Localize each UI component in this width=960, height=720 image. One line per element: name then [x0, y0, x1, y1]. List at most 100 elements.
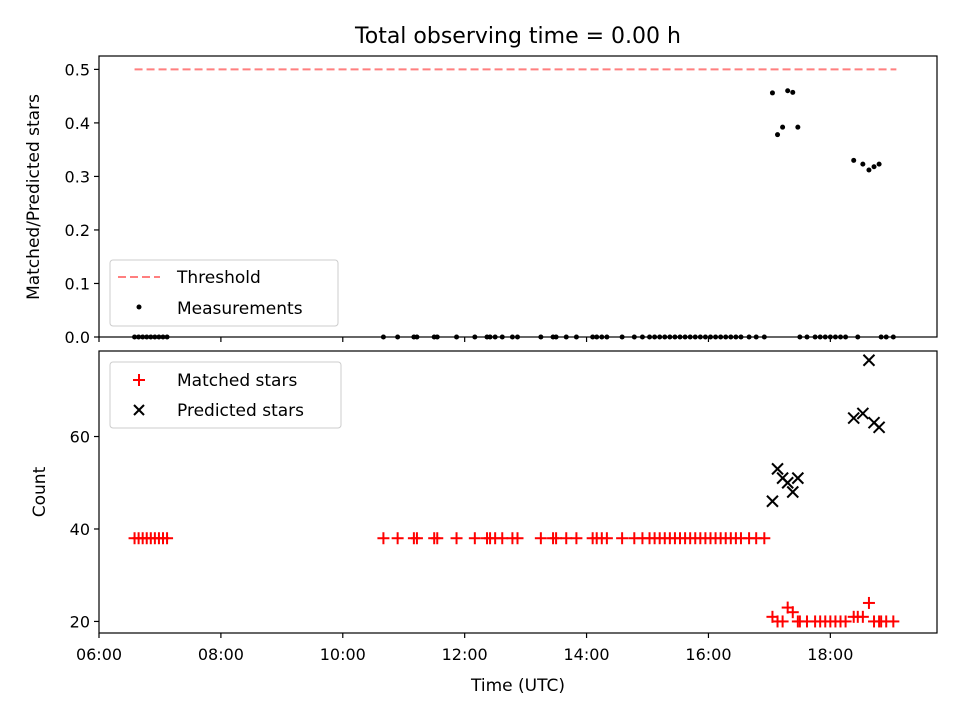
measurement-point [647, 334, 653, 340]
measurement-point [713, 334, 719, 340]
legend-matched-swatch [133, 374, 145, 386]
matched-star-point [786, 606, 799, 619]
measurement-point [380, 334, 386, 340]
measurement-point [514, 334, 520, 340]
measurement-point [702, 334, 708, 340]
matched-star-point [862, 596, 875, 609]
top-y-tick-label: 0.3 [65, 167, 90, 186]
measurement-point [454, 334, 460, 340]
measurement-point [140, 334, 146, 340]
matched-star-point [758, 532, 771, 545]
predicted-star-point [766, 495, 779, 508]
bottom-x-ticks: 06:00 08:00 10:00 12:00 14:00 16:00 18:00 [76, 633, 853, 664]
predicted-star-point [856, 407, 870, 420]
measurement-point [851, 157, 857, 163]
measurement-point [472, 334, 478, 340]
measurement-point [785, 88, 791, 94]
measurement-point [160, 334, 166, 340]
matched-star-point [839, 615, 852, 628]
bottom-y-axis-label: Count [30, 466, 50, 517]
measurement-point [667, 334, 673, 340]
measurement-point [723, 334, 729, 340]
top-marks [132, 68, 897, 340]
matched-star-point [410, 532, 423, 545]
bottom-legend: Matched stars Predicted stars [109, 361, 342, 429]
legend-predicted-swatch [133, 404, 145, 416]
top-x-ticks [98, 337, 831, 342]
measurement-point [164, 334, 170, 340]
bottom-plot: 06:00 08:00 10:00 12:00 14:00 16:00 18:00 20 40… [30, 350, 938, 696]
x-tick-label: 14:00 [564, 645, 610, 664]
measurement-point [855, 334, 861, 340]
bottom-marks [128, 354, 900, 628]
measurement-point [738, 334, 744, 340]
matched-star-point [511, 532, 524, 545]
measurement-point [156, 334, 162, 340]
matched-star-point [496, 532, 509, 545]
top-y-tick-label: 0.5 [65, 60, 90, 79]
measurement-point [878, 334, 884, 340]
measurement-point [860, 161, 866, 167]
predicted-star-point [771, 462, 784, 476]
matched-star-point [377, 532, 390, 545]
measurement-point [414, 334, 420, 340]
top-legend-box [109, 259, 339, 327]
measurement-point [775, 132, 781, 138]
measurement-point [827, 334, 833, 340]
measurement-point [838, 334, 844, 340]
legend-measurements-label: Measurements [177, 299, 303, 319]
measurement-point [761, 334, 767, 340]
measurement-point [832, 334, 838, 340]
matched-star-point [776, 615, 789, 628]
x-tick-label: 06:00 [76, 645, 122, 664]
predicted-star-point [872, 421, 886, 434]
predicted-star-point [862, 354, 876, 367]
top-y-tick-label: 0.4 [65, 114, 90, 133]
measurement-point [769, 90, 775, 96]
chart-title: Total observing time = 0.00 h [354, 24, 681, 49]
measurement-point [718, 334, 724, 340]
measurement-point [687, 334, 693, 340]
top-y-tick-label: 0.1 [65, 274, 90, 293]
matched-star-point [560, 532, 573, 545]
measurement-point [797, 334, 803, 340]
measurement-point [883, 334, 889, 340]
matched-star-point [856, 610, 869, 623]
measurement-point [707, 334, 713, 340]
measurement-point [780, 124, 786, 130]
measurement-point [553, 334, 559, 340]
bottom-y-tick-label: 60 [70, 428, 90, 447]
matched-star-point [450, 532, 463, 545]
matched-star-point [431, 532, 444, 545]
measurement-point [152, 334, 158, 340]
measurement-point [790, 89, 796, 95]
measurement-point [817, 334, 823, 340]
bottom-y-ticks: 20 40 60 [70, 428, 99, 631]
measurement-point [563, 334, 569, 340]
matched-star-point [161, 532, 174, 545]
measurement-point [631, 334, 637, 340]
top-legend: Threshold Measurements [109, 259, 339, 327]
measurement-point [395, 334, 401, 340]
top-y-tick-label: 0.2 [65, 221, 90, 240]
measurement-point [599, 334, 605, 340]
measurement-point [822, 334, 828, 340]
measurement-point [619, 334, 625, 340]
measurement-point [843, 334, 849, 340]
bottom-legend-box [109, 361, 342, 429]
measurement-point [753, 334, 759, 340]
measurement-point [652, 334, 658, 340]
legend-measurements-swatch [136, 304, 142, 310]
bottom-y-tick-label: 40 [70, 520, 90, 539]
measurement-point [590, 334, 596, 340]
legend-predicted-label: Predicted stars [177, 401, 304, 421]
measurement-point [812, 334, 818, 340]
x-tick-label: 18:00 [807, 645, 853, 664]
measurement-point [434, 334, 440, 340]
matched-star-point [468, 532, 481, 545]
measurement-point [728, 334, 734, 340]
measurement-point [871, 164, 877, 170]
measurement-point [672, 334, 678, 340]
measurement-point [795, 124, 801, 130]
